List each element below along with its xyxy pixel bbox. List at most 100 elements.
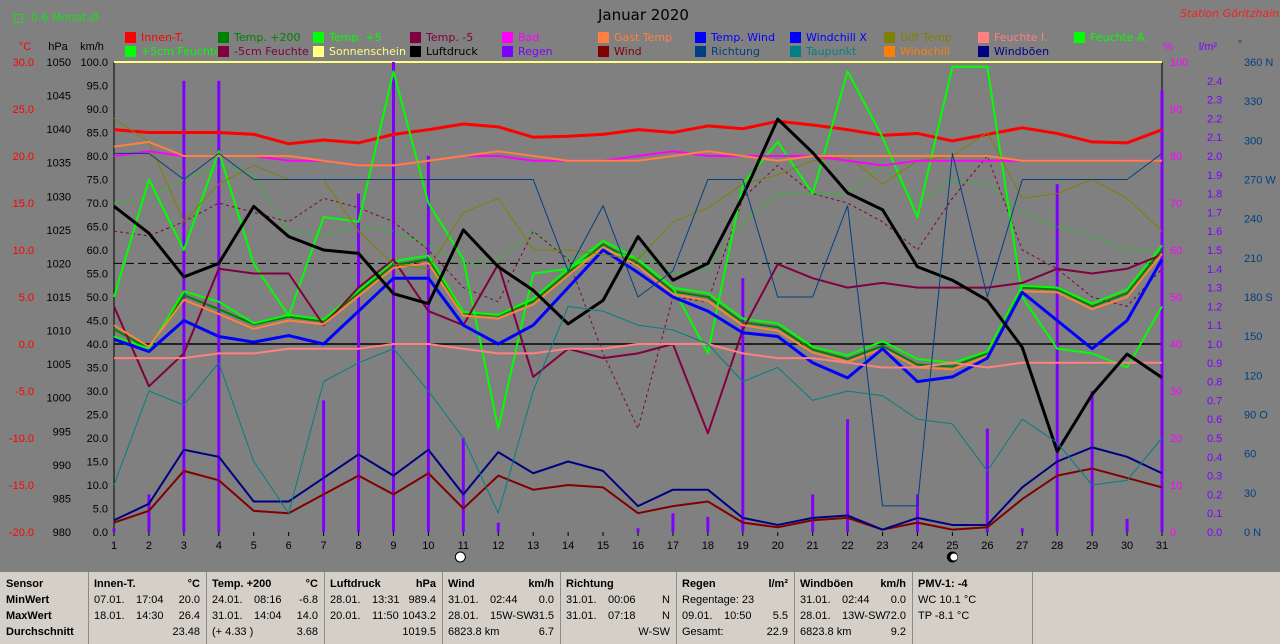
wind-unit-label: km/h [80, 41, 104, 53]
table-cell: 13W-SW [842, 610, 886, 622]
rain-bar [636, 528, 640, 532]
column-unit: km/h [528, 578, 554, 590]
direction-tick-label: 60 [1244, 449, 1256, 461]
column-unit: hPa [415, 578, 436, 590]
checkbox-icon[interactable] [14, 13, 23, 23]
table-cell: 6823.8 km [448, 626, 500, 638]
legend-item-windb-en[interactable]: Windböen [978, 45, 1049, 58]
x-tick-label: 11 [458, 540, 469, 552]
series-line-temp-200 [113, 243, 1163, 368]
pressure-tick-label: 1010 [47, 326, 71, 338]
wind-tick-label: 25.0 [87, 410, 108, 422]
legend-swatch [410, 32, 421, 43]
wind-tick-label: 75.0 [87, 175, 108, 187]
rain-tick-label: 0.6 [1207, 414, 1222, 426]
legend-item-sonnenschein[interactable]: Sonnenschein [313, 45, 406, 58]
humidity-tick-label: 0 [1170, 527, 1176, 539]
table-cell-row: 31.01. 02:44 0.0 [448, 593, 554, 608]
table-cell: 22.9 [766, 626, 788, 638]
series-line-windb-en [113, 446, 1163, 531]
temp-tick-label: -5.0 [15, 386, 34, 398]
legend-item-richtung[interactable]: Richtung [695, 45, 760, 58]
legend-item-bad[interactable]: Bad [502, 31, 539, 44]
table-cell: 0.0 [890, 594, 906, 606]
table-cell-row: 20.01. 11:50 1043.2 [330, 609, 436, 624]
legend-item-innen-t-[interactable]: Innen-T. [125, 31, 184, 44]
x-tick-label: 18 [702, 540, 714, 552]
series-line--5cm-feuchte [113, 140, 1162, 167]
legend-item-taupunkt[interactable]: Taupunkt [790, 45, 856, 58]
table-cell: 17:04 [136, 594, 164, 606]
table-cell: 6.7 [538, 626, 554, 638]
legend-swatch [218, 32, 229, 43]
table-cell-row: 1019.5 [330, 625, 436, 640]
x-tick-label: 23 [876, 540, 888, 552]
series-line-feuchte-a- [113, 164, 1162, 275]
column-header: Regen l/m² [682, 577, 788, 592]
table-column-innen-t-: Innen-T. °C 07.01. 17:04 20.0 18.01. 14:30 26.4… [88, 572, 207, 644]
table-cell-row: WC 10.1 °C [918, 593, 1026, 608]
wind-tick-label: 0.0 [93, 527, 108, 539]
table-cell: 1019.5 [402, 626, 436, 638]
table-cell: 20.01. [330, 610, 361, 622]
temp-tick-label: 20.0 [13, 151, 34, 163]
x-tick-label: 2 [146, 540, 152, 552]
pressure-tick-label: 980 [53, 527, 71, 539]
table-cell: -6.8 [299, 594, 318, 606]
legend-item-luftdruck[interactable]: Luftdruck [410, 45, 478, 58]
legend-item-gast-temp[interactable]: Gast Temp [598, 31, 672, 44]
table-cell: 15W-SW [490, 610, 534, 622]
legend-swatch [218, 46, 229, 57]
rain-bar [1055, 184, 1059, 532]
legend-item-windchill[interactable]: Windchill [884, 45, 950, 58]
pressure-tick-label: 985 [53, 493, 71, 505]
table-cell: 02:44 [842, 594, 870, 606]
legend-item-temp-5[interactable]: Temp. -5 [410, 31, 473, 44]
legend-item--5cm-feuchte[interactable]: +5cm Feuchte [125, 45, 221, 58]
rain-bar [391, 62, 395, 532]
legend-item-regen[interactable]: Regen [502, 45, 553, 58]
legend-item-feuchte-a-[interactable]: Feuchte A. [1074, 31, 1148, 44]
x-tick-label: 3 [181, 540, 187, 552]
legend-swatch [502, 46, 513, 57]
rain-unit-label: l/m² [1199, 41, 1218, 53]
legend-item-temp-5[interactable]: Temp. +5 [313, 31, 382, 44]
rain-tick-label: 0.7 [1207, 395, 1222, 407]
rain-bar [461, 438, 465, 532]
table-cell: N [662, 594, 670, 606]
legend-item-feuchte-i-[interactable]: Feuchte I. [978, 31, 1048, 44]
table-cell: 28.01. [448, 610, 479, 622]
legend-swatch [978, 46, 989, 57]
wind-tick-label: 5.0 [93, 504, 108, 516]
pressure-tick-label: 1025 [47, 225, 71, 237]
series-line-temp-5 [113, 253, 1163, 435]
pressure-tick-label: 1050 [47, 57, 71, 69]
legend-swatch [884, 32, 895, 43]
direction-tick-label: 240 [1244, 214, 1262, 226]
table-cell-row: 23.48 [94, 625, 200, 640]
legend-item-windchill-x[interactable]: Windchill X [790, 31, 867, 44]
column-header: Richtung [566, 577, 670, 592]
rain-tick-label: 2.3 [1207, 95, 1222, 107]
rain-bar [985, 428, 989, 532]
rain-tick-label: 1.1 [1207, 320, 1222, 332]
legend-item-temp-wind[interactable]: Temp. Wind [695, 31, 775, 44]
x-tick-label: 30 [1121, 540, 1133, 552]
rain-tick-label: 2.0 [1207, 151, 1222, 163]
table-cell: 28.01. [330, 594, 361, 606]
legend-item-temp-200[interactable]: Temp. +200 [218, 31, 301, 44]
rain-tick-label: 0.1 [1207, 508, 1222, 520]
legend-item--5cm-feuchte[interactable]: -5cm Feuchte [218, 45, 309, 58]
legend-item-wind[interactable]: Wind [598, 45, 642, 58]
humidity-tick-label: 60 [1170, 245, 1182, 257]
chart-area: 30.0 25.0 20.0 15.0 10.0 5.0 0.0 -5.0 -10.0 -15.0… [8, 6, 1280, 563]
rain-tick-label: 0.9 [1207, 358, 1222, 370]
legend-item-diff-temp-[interactable]: Diff Temp. [884, 31, 955, 44]
direction-tick-label: 30 [1244, 488, 1256, 500]
legend-label: Innen-T. [141, 31, 184, 44]
legend-label: Temp. -5 [426, 31, 474, 44]
rain-tick-label: 0.8 [1207, 377, 1222, 389]
x-tick-label: 6 [286, 540, 292, 552]
legend-label: +5cm Feuchte [141, 45, 222, 58]
table-cell: 00:06 [608, 594, 636, 606]
